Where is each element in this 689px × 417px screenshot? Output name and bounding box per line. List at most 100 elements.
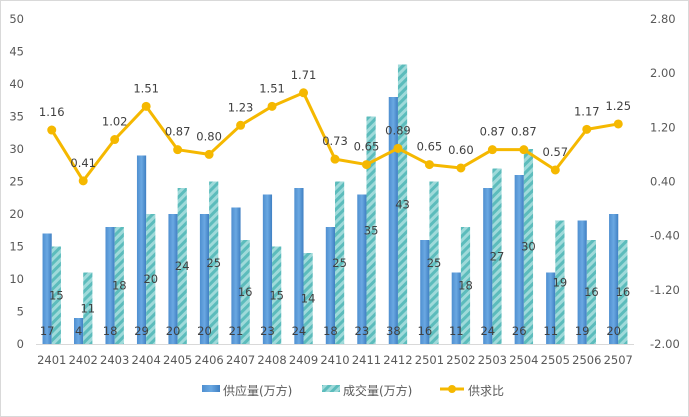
deal-value-label: 14 <box>301 292 316 306</box>
ratio-point <box>267 101 277 111</box>
legend-deal-label: 成交量(万方) <box>343 383 412 398</box>
supply-bar <box>199 214 210 344</box>
ratio-value-label: 0.73 <box>322 134 348 148</box>
deal-bar <box>397 64 408 344</box>
deal-bar <box>429 181 439 344</box>
ratio-value-label: 0.80 <box>196 129 222 143</box>
ratio-point <box>78 176 88 186</box>
supply-bar <box>168 214 178 344</box>
supply-bar <box>42 233 52 344</box>
deal-value-label: 16 <box>616 285 631 299</box>
y-left-tick-label: 30 <box>9 142 24 156</box>
deal-value-label: 35 <box>364 223 379 237</box>
ratio-point <box>393 143 403 153</box>
legend-supply-label: 供应量(万方) <box>223 383 292 398</box>
supply-value-label: 29 <box>134 324 149 338</box>
supply-value-label: 17 <box>40 324 55 338</box>
supply-bar <box>483 188 493 344</box>
legend-deal-swatch <box>322 385 340 392</box>
ratio-value-label: 1.25 <box>605 99 631 113</box>
ratio-point <box>487 145 497 155</box>
ratio-point <box>299 88 309 98</box>
ratio-value-label: 1.23 <box>228 100 254 114</box>
deal-value-label: 15 <box>49 288 64 302</box>
deal-value-label: 19 <box>553 275 568 289</box>
supply-bar <box>546 272 556 344</box>
x-tick-label: 2412 <box>383 353 412 367</box>
deal-bar <box>335 181 345 344</box>
supply-value-label: 20 <box>166 324 181 338</box>
supply-value-label: 18 <box>103 324 118 338</box>
deal-value-label: 25 <box>206 256 221 270</box>
ratio-value-label: 0.89 <box>385 123 411 137</box>
deal-bar <box>586 240 596 344</box>
supply-value-label: 18 <box>323 324 338 338</box>
x-tick-label: 2411 <box>352 353 381 367</box>
supply-value-label: 20 <box>197 324 212 338</box>
deal-value-label: 27 <box>490 249 505 263</box>
x-tick-label: 2410 <box>320 353 349 367</box>
deal-value-label: 25 <box>332 256 347 270</box>
supply-value-label: 4 <box>75 324 82 338</box>
deal-bar <box>460 227 471 344</box>
deal-value-label: 16 <box>238 285 253 299</box>
ratio-value-label: 0.41 <box>70 156 96 170</box>
deal-bar <box>303 253 313 344</box>
y-right-tick-label: 1.20 <box>650 120 676 134</box>
x-tick-label: 2409 <box>289 353 318 367</box>
legend-ratio-label: 供求比 <box>468 384 504 398</box>
supply-value-label: 24 <box>480 324 495 338</box>
deal-bar <box>83 272 93 344</box>
supply-bar <box>357 194 367 344</box>
y-left-tick-label: 15 <box>9 240 24 254</box>
supply-bar <box>420 240 430 344</box>
supply-value-label: 16 <box>418 324 433 338</box>
y-left-tick-label: 45 <box>9 45 24 59</box>
y-right-tick-label: 0.40 <box>650 175 676 189</box>
ratio-value-label: 1.51 <box>259 81 285 95</box>
supply-value-label: 38 <box>386 324 401 338</box>
y-right-tick-label: 2.80 <box>650 12 676 26</box>
deal-bar <box>366 116 376 344</box>
supply-bar <box>577 220 587 344</box>
deal-value-label: 16 <box>584 285 599 299</box>
y-left-tick-label: 25 <box>9 175 24 189</box>
y-right-tick-label: -0.40 <box>650 229 680 243</box>
supply-bar <box>325 227 335 344</box>
y-right-tick-label: 2.00 <box>650 66 676 80</box>
ratio-point <box>361 160 371 170</box>
deal-bar <box>555 220 565 344</box>
ratio-value-label: 0.65 <box>354 140 380 154</box>
deal-bar <box>618 240 628 344</box>
x-tick-label: 2401 <box>37 353 66 367</box>
x-tick-label: 2506 <box>572 353 601 367</box>
supply-value-label: 19 <box>575 324 590 338</box>
supply-bar <box>105 227 115 344</box>
ratio-point <box>47 125 57 135</box>
legend-ratio-marker <box>448 385 456 393</box>
supply-value-label: 23 <box>355 324 370 338</box>
ratio-point <box>141 101 151 111</box>
supply-value-label: 26 <box>512 324 527 338</box>
x-tick-label: 2407 <box>226 353 255 367</box>
y-left-tick-label: 5 <box>17 305 24 319</box>
deal-bar <box>114 227 124 344</box>
supply-bar <box>262 194 273 344</box>
y-right-tick-label: -1.20 <box>650 283 680 297</box>
ratio-value-label: 0.87 <box>480 125 506 139</box>
ratio-value-label: 0.87 <box>165 125 191 139</box>
supply-value-label: 20 <box>606 324 621 338</box>
ratio-point <box>110 135 120 145</box>
supply-bar <box>388 97 398 344</box>
y-right-tick-label: -2.00 <box>650 337 680 351</box>
x-tick-label: 2405 <box>163 353 192 367</box>
deal-value-label: 18 <box>112 279 127 293</box>
supply-bar <box>451 272 461 344</box>
ratio-point <box>519 145 529 155</box>
deal-bar <box>523 149 534 344</box>
y-left-tick-label: 20 <box>9 207 24 221</box>
ratio-point <box>582 124 592 134</box>
ratio-value-label: 0.60 <box>448 143 474 157</box>
